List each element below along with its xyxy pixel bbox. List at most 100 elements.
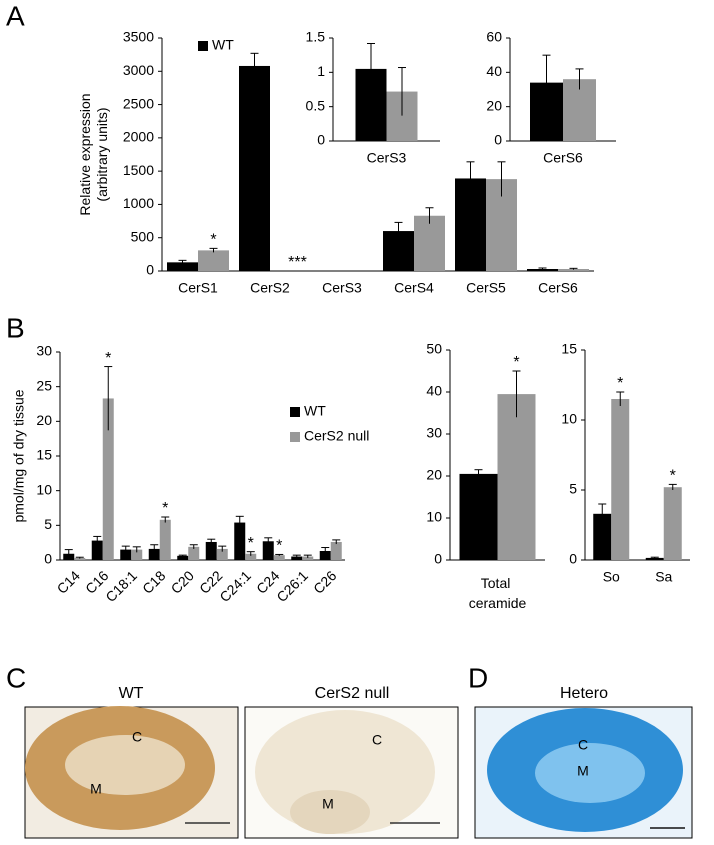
medulla	[535, 743, 645, 803]
region-label: M	[322, 796, 334, 812]
x-tick-label: C18:1	[102, 567, 140, 605]
y-tick-label: 0.5	[306, 97, 326, 113]
y-tick-label: 1.5	[306, 29, 326, 45]
y-tick-label: 3000	[123, 62, 154, 78]
y-tick-label: 15	[561, 341, 577, 357]
x-tick-label: CerS2	[250, 280, 290, 296]
y-tick-label: 25	[36, 377, 52, 393]
legend-swatch	[198, 41, 208, 51]
y-axis-label: Relative expression	[77, 93, 93, 215]
x-tick-label: CerS6	[538, 280, 578, 296]
bar	[239, 65, 270, 272]
x-tick-label: CerS3	[322, 280, 362, 296]
medulla	[290, 790, 370, 834]
y-tick-label: 0	[494, 132, 502, 148]
medulla	[65, 735, 185, 795]
y-tick-label: 1500	[123, 162, 154, 178]
bar	[330, 541, 342, 560]
y-tick-label: 0	[146, 262, 154, 278]
bar	[102, 398, 114, 560]
x-tick-label: C24:1	[216, 567, 254, 605]
bar	[302, 556, 314, 560]
y-tick-label: 40	[426, 383, 442, 399]
y-axis-label: pmol/mg of dry tissue	[11, 389, 27, 522]
annotation: *	[670, 468, 676, 485]
bar	[131, 549, 143, 560]
y-tick-label: 0	[434, 551, 442, 567]
bar	[497, 394, 536, 560]
bar	[273, 555, 285, 560]
bar	[177, 555, 189, 560]
x-tick-label: C20	[168, 567, 198, 597]
x-tick-label: CerS5	[466, 280, 506, 296]
y-tick-label: 60	[486, 29, 502, 45]
y-tick-label: 40	[486, 63, 502, 79]
bar	[198, 250, 229, 271]
x-tick-label: Sa	[655, 569, 672, 585]
bar	[205, 541, 217, 560]
bar	[611, 399, 630, 560]
bar	[216, 548, 228, 560]
bar	[414, 215, 445, 271]
panel-label: C	[6, 662, 26, 693]
annotation: *	[513, 354, 519, 371]
bar	[593, 513, 612, 560]
image-title: WT	[119, 685, 144, 702]
y-tick-label: 10	[561, 411, 577, 427]
image-title: Hetero	[560, 685, 608, 702]
y-tick-label: 15	[36, 447, 52, 463]
bar	[167, 262, 198, 271]
y-tick-label: 3500	[123, 29, 154, 45]
bar	[663, 487, 682, 560]
region-label: C	[578, 737, 588, 753]
annotation: *	[276, 538, 282, 555]
bar	[234, 522, 246, 560]
y-tick-label: 0	[569, 551, 577, 567]
y-tick-label: 10	[36, 481, 52, 497]
bar	[319, 550, 331, 560]
y-tick-label: 0	[317, 132, 325, 148]
bar	[74, 557, 86, 560]
region-label: M	[577, 763, 589, 779]
x-tick-label: C26:1	[273, 567, 311, 605]
y-tick-label: 20	[486, 97, 502, 113]
legend-label: WT	[212, 37, 234, 53]
micrograph: WT C M	[24, 685, 239, 839]
x-tick-label: CerS3	[367, 150, 407, 166]
image-title: CerS2 null	[315, 685, 390, 702]
bar	[558, 269, 589, 271]
annotation: *	[617, 375, 623, 392]
annotation: ***	[288, 254, 307, 271]
annotation: *	[162, 500, 168, 517]
y-tick-label: 50	[426, 341, 442, 357]
x-tick-label: Total ceramide	[469, 575, 527, 611]
y-tick-label: 20	[426, 467, 442, 483]
bar	[459, 473, 498, 560]
x-tick-label: CerS4	[394, 280, 434, 296]
y-tick-label: 30	[36, 343, 52, 359]
region-label: C	[372, 732, 382, 748]
legend-swatch	[290, 407, 300, 417]
x-tick-label: So	[603, 569, 620, 585]
y-tick-label: 0	[44, 551, 52, 567]
bar	[148, 548, 160, 560]
bar	[245, 553, 257, 560]
annotation: *	[105, 350, 111, 367]
bar	[262, 541, 274, 560]
y-tick-label: 5	[569, 481, 577, 497]
legend-label: CerS2 null	[304, 428, 369, 444]
panel-label: B	[6, 312, 25, 343]
bar	[645, 557, 664, 560]
x-tick-label: CerS1	[178, 280, 218, 296]
y-tick-label: 1	[317, 63, 325, 79]
legend-label: WT	[304, 403, 326, 419]
bar	[159, 519, 171, 560]
panel-label: D	[468, 662, 488, 693]
bar	[91, 540, 103, 560]
x-tick-label: CerS6	[543, 150, 583, 166]
micrograph: CerS2 null C M	[244, 685, 459, 839]
y-axis-label: (arbitrary units)	[94, 107, 110, 201]
y-tick-label: 20	[36, 412, 52, 428]
micrograph: Hetero C M	[474, 685, 693, 839]
